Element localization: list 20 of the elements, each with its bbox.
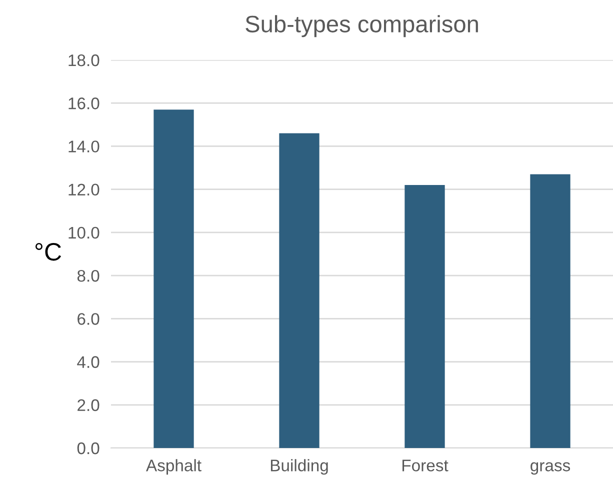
x-tick-label: Forest: [402, 460, 448, 472]
x-tick-label: Asphalt: [146, 459, 202, 475]
y-tick-label: 12.0: [68, 184, 100, 196]
bar: [154, 110, 194, 448]
bar: [530, 174, 570, 448]
y-tick-label: 2.0: [78, 399, 100, 412]
bar: [279, 133, 320, 448]
y-tick-label: 10.0: [68, 226, 100, 239]
x-tick-label: grass: [530, 462, 570, 475]
x-tick-label: Building: [270, 459, 328, 475]
y-tick-label: 4.0: [77, 356, 100, 368]
y-tick-label: 14.0: [68, 140, 100, 152]
bar: [404, 185, 445, 448]
y-axis-title: °C: [35, 243, 62, 261]
y-tick-label: 6.0: [78, 313, 100, 325]
chart-title: Sub-types comparison: [246, 15, 478, 38]
y-tick-label: 16.0: [68, 98, 100, 110]
y-tick-label: 8.0: [77, 270, 100, 282]
y-tick-label: 0.0: [77, 442, 100, 454]
y-tick-label: 18.0: [68, 54, 100, 66]
